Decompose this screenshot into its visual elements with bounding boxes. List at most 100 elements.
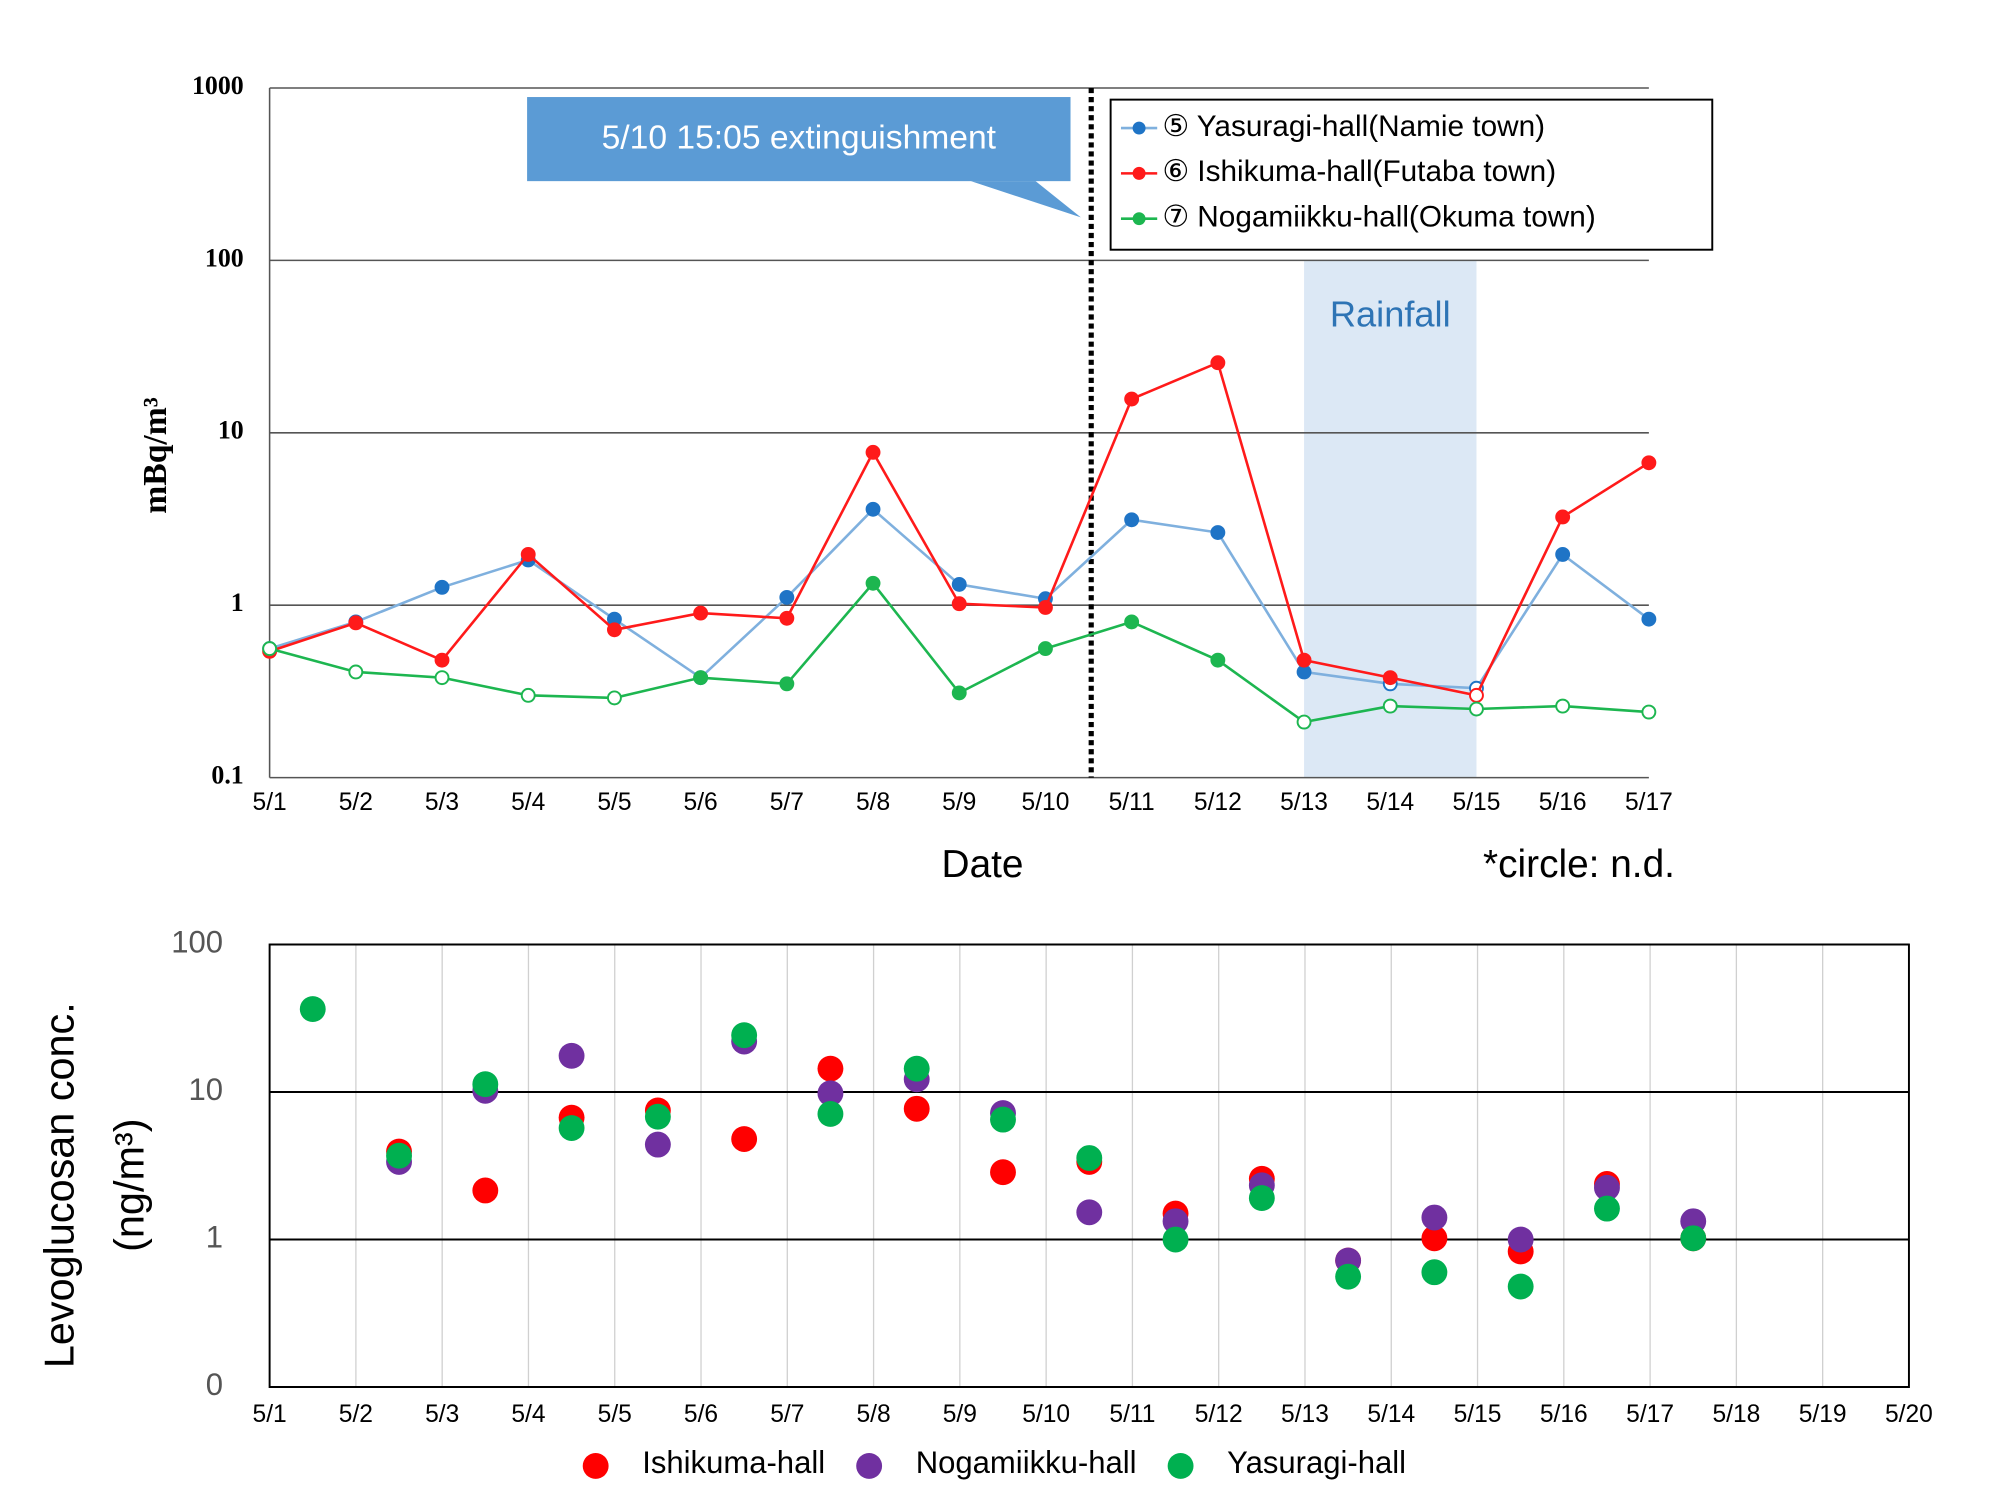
legend-label: Yasuragi-hall	[1227, 1445, 1406, 1480]
data-point	[1421, 1225, 1448, 1252]
y-axis-label: mBq/m³	[137, 397, 174, 514]
data-point	[1038, 641, 1053, 657]
data-point	[779, 589, 795, 605]
y-axis-label: (ng/m³)	[106, 1118, 152, 1251]
x-tick-label: 5/16	[1540, 1401, 1588, 1428]
legend-label: ⑤ Yasuragi-hall(Namie town)	[1162, 110, 1545, 143]
y-axis-label: Levoglucosan conc.	[37, 1002, 83, 1368]
data-point	[865, 444, 881, 460]
y-tick-label: 1	[206, 1220, 223, 1255]
data-point	[990, 1159, 1016, 1186]
x-tick-label: 5/11	[1109, 789, 1155, 816]
data-point	[1555, 509, 1571, 525]
legend-marker	[856, 1453, 883, 1479]
x-tick-label: 5/2	[339, 1401, 373, 1428]
y-tick-label: 1	[231, 588, 244, 617]
data-point	[817, 1080, 844, 1107]
data-point	[1038, 600, 1053, 615]
y-tick-label: 0	[206, 1367, 223, 1402]
data-point	[434, 670, 450, 686]
y-tick-label: 0.1	[211, 761, 243, 790]
x-tick-label: 5/15	[1453, 789, 1501, 816]
rainfall-band	[1304, 260, 1477, 778]
data-point	[903, 1055, 930, 1082]
data-point	[1641, 704, 1657, 720]
x-tick-label: 5/4	[511, 789, 545, 816]
data-point	[262, 641, 278, 657]
data-point	[693, 605, 709, 621]
x-tick-label: 5/9	[943, 1401, 977, 1428]
data-point	[1594, 1195, 1620, 1222]
data-point	[1382, 670, 1398, 686]
data-point	[1421, 1259, 1448, 1286]
x-tick-label: 5/9	[942, 789, 976, 816]
data-point	[779, 676, 795, 692]
data-point	[348, 664, 364, 680]
data-point	[520, 687, 536, 703]
data-point	[1469, 687, 1484, 703]
y-tick-label: 10	[218, 416, 244, 445]
data-point	[1680, 1225, 1707, 1252]
x-tick-label: 5/8	[856, 789, 890, 816]
legend-marker	[1132, 212, 1146, 226]
x-tick-label: 5/5	[597, 789, 631, 816]
data-point	[1124, 512, 1140, 528]
x-tick-label: 5/3	[425, 789, 459, 816]
x-axis-label: Date	[942, 843, 1024, 886]
data-point	[1162, 1208, 1189, 1235]
data-point	[951, 596, 967, 612]
data-point	[951, 685, 967, 701]
data-point	[1469, 701, 1484, 717]
data-point	[693, 670, 709, 686]
x-tick-label: 5/7	[770, 789, 804, 816]
data-point	[1076, 1199, 1103, 1226]
x-tick-label: 5/19	[1799, 1401, 1847, 1428]
data-point	[1248, 1185, 1275, 1212]
x-tick-label: 5/10	[1022, 1401, 1070, 1428]
x-tick-label: 5/11	[1109, 1401, 1155, 1428]
x-tick-label: 5/15	[1454, 1401, 1502, 1428]
data-point	[606, 690, 622, 706]
data-point	[865, 575, 881, 591]
data-point	[1641, 611, 1657, 627]
y-tick-label: 100	[205, 243, 244, 272]
x-tick-label: 5/20	[1885, 1401, 1933, 1428]
x-tick-label: 5/6	[684, 789, 718, 816]
x-tick-label: 5/10	[1022, 789, 1070, 816]
data-point	[434, 652, 450, 668]
legend-marker	[1167, 1453, 1194, 1479]
data-point	[472, 1071, 499, 1098]
x-tick-label: 5/7	[770, 1401, 804, 1428]
data-point	[865, 501, 881, 517]
x-tick-label: 5/13	[1281, 1401, 1329, 1428]
x-tick-label: 5/1	[253, 789, 287, 816]
x-tick-label: 5/18	[1712, 1401, 1760, 1428]
legend-marker	[582, 1453, 609, 1479]
x-tick-label: 5/14	[1366, 789, 1414, 816]
data-point	[1555, 698, 1571, 714]
data-point	[731, 1022, 758, 1049]
data-point	[1296, 652, 1312, 668]
data-point	[817, 1055, 844, 1082]
data-point	[348, 615, 364, 631]
data-point	[1076, 1145, 1103, 1171]
data-point	[1421, 1204, 1448, 1231]
data-point	[1335, 1263, 1362, 1290]
x-tick-label: 5/17	[1625, 789, 1673, 816]
x-tick-label: 5/8	[856, 1401, 890, 1428]
y-tick-label: 1000	[192, 71, 244, 100]
x-tick-label: 5/3	[425, 1401, 459, 1428]
data-point	[1124, 614, 1140, 630]
x-tick-label: 5/1	[253, 1401, 287, 1428]
data-point	[644, 1103, 671, 1130]
data-point	[472, 1177, 499, 1204]
data-point	[1555, 546, 1571, 562]
data-point	[606, 622, 622, 638]
data-point	[1162, 1226, 1189, 1253]
note: *circle: n.d.	[1483, 843, 1675, 886]
data-point	[299, 996, 326, 1023]
legend-label: Nogamiikku-hall	[916, 1445, 1137, 1480]
legend-box	[1109, 98, 1714, 251]
